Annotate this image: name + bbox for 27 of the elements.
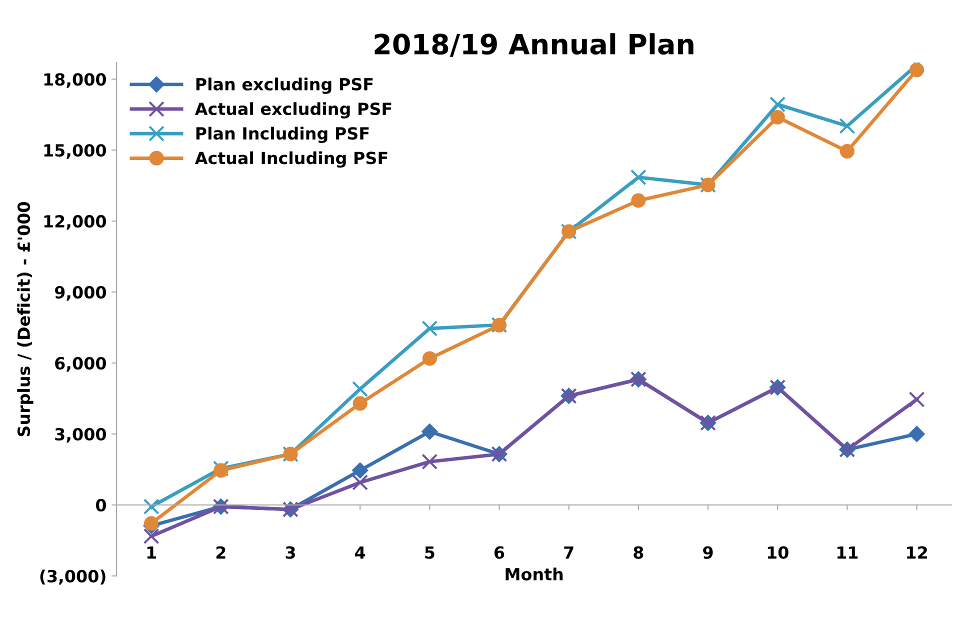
y-tick-label: 12,000: [44, 215, 106, 230]
y-tick-label: 15,000: [44, 144, 106, 159]
y-axis-title: Surplus / (Deficit) - £'000: [17, 202, 34, 436]
x-tick-label: 8: [634, 546, 644, 559]
x-tick-label: 5: [425, 546, 434, 559]
x-tick-label: 7: [564, 546, 574, 559]
x-tick-label: 2: [216, 546, 226, 559]
x-axis-title: Month: [506, 568, 563, 581]
y-tick-label: 6,000: [55, 356, 106, 372]
y-tick-label: 3,000: [55, 428, 106, 443]
y-tick-label: 18,000: [44, 73, 106, 88]
x-tick-label: 11: [837, 546, 858, 559]
legend-label: Actual Including PSF: [194, 151, 388, 168]
chart-title: 2018/19 Annual Plan: [374, 33, 694, 57]
x-tick-label: 1: [147, 546, 156, 559]
x-tick-label: 10: [768, 546, 788, 559]
x-tick-label: 12: [907, 546, 927, 559]
legend-label: Actual excluding PSF: [194, 102, 392, 118]
y-tick-label: (3,000): [40, 570, 106, 585]
x-tick-label: 4: [355, 546, 366, 559]
legend-label: Plan Including PSF: [196, 126, 369, 144]
y-tick-label: 0: [96, 498, 106, 512]
legend-label: Plan excluding PSF: [196, 78, 373, 94]
y-tick-label: 9,000: [54, 286, 106, 301]
x-tick-label: 9: [703, 546, 713, 559]
x-tick-label: 6: [494, 546, 504, 559]
x-tick-label: 3: [286, 546, 295, 559]
